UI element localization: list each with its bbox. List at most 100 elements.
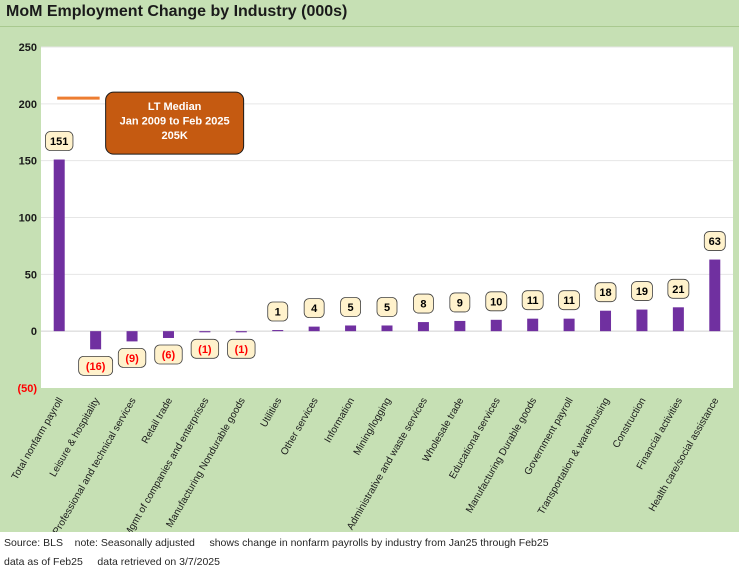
data-label-text: 11 bbox=[563, 295, 575, 307]
median-annotation: LT Median Jan 2009 to Feb 2025 205K bbox=[105, 91, 245, 155]
bar bbox=[490, 319, 502, 332]
data-label-text: 4 bbox=[311, 303, 318, 315]
annotation-line: Jan 2009 to Feb 2025 bbox=[120, 116, 230, 128]
bar bbox=[308, 326, 320, 332]
data-label: (16) bbox=[78, 355, 114, 376]
data-label: 21 bbox=[667, 278, 690, 299]
x-tick-label: Manufacturing Durable goods bbox=[464, 396, 539, 515]
data-label-box bbox=[521, 290, 544, 311]
x-tick-label: Health care/social assistance bbox=[647, 396, 721, 514]
bar bbox=[636, 309, 648, 332]
x-tick-label: Manufacturing Nondurable goods bbox=[164, 396, 247, 530]
data-label: (1) bbox=[190, 338, 220, 359]
bars bbox=[53, 159, 721, 350]
data-label-text: (1) bbox=[198, 344, 212, 356]
bar bbox=[527, 318, 539, 332]
x-tick-label: Administrative and waste services bbox=[345, 396, 430, 532]
data-label-box bbox=[45, 131, 74, 151]
data-label-box bbox=[558, 290, 581, 311]
title-bar: MoM Employment Change by Industry (000s) bbox=[0, 0, 739, 27]
data-label-text: 21 bbox=[672, 284, 684, 296]
employment-bar-chart: (50) 0 50 100 150 200 250 LT Median Jan 2009 to… bbox=[10, 42, 733, 532]
data-label: 9 bbox=[449, 292, 471, 313]
data-label-text: 9 bbox=[457, 297, 463, 309]
bar bbox=[90, 331, 102, 350]
y-tick-label: 150 bbox=[19, 156, 37, 168]
footer-date-note: data as of Feb25 data retrieved on 3/7/2… bbox=[4, 556, 220, 568]
data-label-text: 1 bbox=[275, 307, 281, 319]
data-label-text: (16) bbox=[86, 361, 106, 373]
bar bbox=[600, 310, 612, 332]
bar bbox=[563, 318, 575, 332]
data-label-text: 10 bbox=[490, 296, 502, 308]
annotation-line: LT Median bbox=[148, 101, 202, 113]
data-label-box bbox=[703, 231, 726, 251]
y-tick-label: 100 bbox=[19, 213, 37, 225]
data-label: 10 bbox=[485, 291, 508, 312]
chart-title: MoM Employment Change by Industry (000s) bbox=[6, 3, 348, 20]
data-label: 19 bbox=[631, 281, 653, 301]
data-labels: 151 (16) (9) (6) (1) (1) 1 4 5 5 8 9 10 11 11 18 19 21 63 bbox=[45, 131, 726, 376]
footer-source-note: Source: BLS note: Seasonally adjusted sh… bbox=[4, 537, 549, 549]
footer: Source: BLS note: Seasonally adjusted sh… bbox=[0, 532, 739, 570]
bar bbox=[381, 325, 393, 332]
data-label-text: 19 bbox=[636, 286, 648, 298]
data-label-box bbox=[376, 297, 398, 317]
data-label: (6) bbox=[154, 344, 183, 365]
data-label-box bbox=[594, 282, 617, 303]
data-label: 1 bbox=[267, 301, 289, 322]
data-label-box bbox=[267, 301, 289, 322]
bar bbox=[235, 331, 247, 333]
data-label-text: 11 bbox=[527, 295, 539, 307]
data-label: 8 bbox=[413, 293, 434, 314]
data-label-box bbox=[78, 355, 114, 376]
annotation-line: 205K bbox=[161, 130, 187, 142]
data-label: 5 bbox=[340, 297, 361, 317]
data-label: 63 bbox=[703, 231, 726, 251]
x-tick-label: Transportation & warehousing bbox=[536, 396, 612, 517]
annotation-box bbox=[105, 91, 245, 155]
data-label-box bbox=[631, 281, 653, 301]
bar bbox=[53, 159, 65, 332]
y-tick-label: 50 bbox=[25, 269, 37, 281]
data-label-text: 63 bbox=[709, 236, 721, 248]
bar bbox=[162, 331, 174, 338]
data-label-box bbox=[340, 297, 361, 317]
data-label-box bbox=[413, 293, 434, 314]
data-label: (1) bbox=[227, 338, 256, 359]
bar bbox=[672, 307, 684, 332]
y-tick-label: 250 bbox=[19, 42, 37, 54]
data-label-text: (9) bbox=[125, 353, 139, 365]
data-label-text: 5 bbox=[348, 302, 354, 314]
x-tick-label: Utilities bbox=[259, 396, 285, 429]
data-label-text: 5 bbox=[384, 302, 390, 314]
bar bbox=[454, 320, 466, 332]
data-label-text: 151 bbox=[50, 136, 68, 148]
data-label: (9) bbox=[117, 347, 147, 368]
x-tick-label: Information bbox=[323, 396, 358, 445]
data-label: 18 bbox=[594, 282, 617, 303]
data-label-box bbox=[303, 298, 325, 319]
x-tick-label: Retail trade bbox=[140, 396, 175, 446]
x-tick-label: Other services bbox=[279, 396, 321, 457]
data-label-box bbox=[227, 338, 256, 359]
data-label-text: 18 bbox=[599, 287, 611, 299]
bar bbox=[126, 331, 138, 342]
data-label-text: (1) bbox=[235, 344, 249, 356]
y-axis-ticks: (50) 0 50 100 150 200 250 bbox=[17, 42, 37, 395]
bar bbox=[417, 322, 429, 332]
x-tick-label: Mining/logging bbox=[352, 396, 394, 457]
data-label-box bbox=[449, 292, 471, 313]
y-tick-label: 0 bbox=[31, 326, 37, 338]
bar bbox=[272, 330, 284, 332]
data-label: 4 bbox=[303, 298, 325, 319]
data-label: 11 bbox=[521, 290, 544, 311]
x-tick-label: Construction bbox=[611, 396, 649, 450]
data-label-box bbox=[485, 291, 508, 312]
data-label-box bbox=[190, 338, 220, 359]
bar bbox=[709, 259, 721, 332]
data-label-box bbox=[667, 278, 690, 299]
data-label: 5 bbox=[376, 297, 398, 317]
bar bbox=[345, 325, 357, 332]
